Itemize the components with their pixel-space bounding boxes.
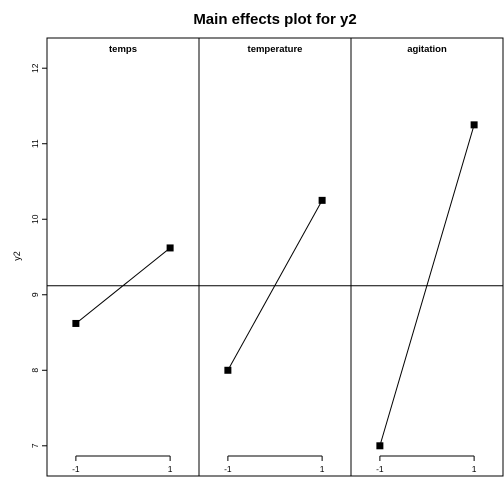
y-tick-label: 12 [30, 63, 40, 73]
data-point [166, 244, 174, 252]
effect-line [379, 124, 475, 446]
plot-area: 7 8 9 10 11 12 temps -1 1 temperature -1 1 agitation… [30, 37, 504, 477]
panel-label-temperature: temperature [248, 44, 303, 55]
plot-frame [46, 37, 504, 477]
data-point [318, 196, 326, 204]
panel-label-temps: temps [109, 44, 137, 55]
y-tick-label: 9 [30, 292, 40, 297]
x-tick-label: -1 [376, 464, 384, 474]
y-axis-label: y2 [12, 251, 22, 261]
y-tick-label: 7 [30, 443, 40, 448]
y-tick-label: 8 [30, 368, 40, 373]
data-point [72, 319, 80, 327]
panel-label-agitation: agitation [407, 44, 447, 55]
data-point [376, 442, 384, 450]
effect-line [75, 247, 171, 324]
y-tick-label: 11 [30, 139, 40, 148]
x-tick-label: 1 [472, 464, 477, 474]
x-tick-label: 1 [168, 464, 173, 474]
x-tick-label: -1 [224, 464, 232, 474]
y-tick-label: 10 [30, 214, 40, 224]
x-tick-label: 1 [320, 464, 325, 474]
data-point [224, 366, 232, 374]
effect-line [227, 200, 323, 371]
chart-title: Main effects plot for y2 [193, 11, 356, 28]
x-tick-label: -1 [72, 464, 80, 474]
data-point [470, 121, 478, 129]
